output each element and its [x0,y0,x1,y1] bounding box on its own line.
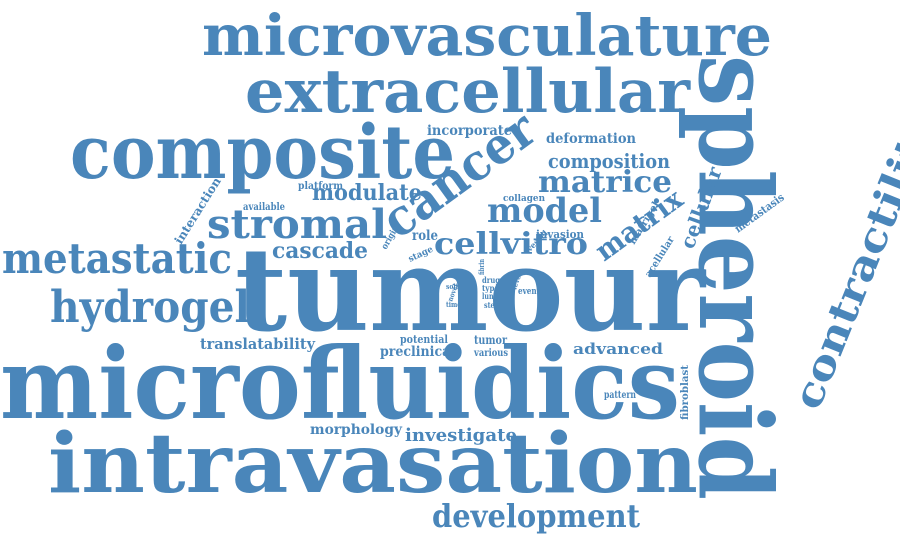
word-development: development [432,497,640,535]
word-translatability: translatability [200,335,316,353]
word-fibroblast: fibroblast [680,365,691,420]
word-step: step [484,300,499,310]
word-metastatic: metastatic [2,234,232,283]
word-lung: lung [482,291,498,301]
word-solid: solid [446,282,462,291]
word-advanced: advanced [573,340,664,358]
word-matrice: matrice [538,165,672,200]
word-drug: drug [482,275,500,285]
word-platform: platform [298,181,343,192]
word-role: role [412,228,438,244]
word-preclinical: preclinical [380,344,455,360]
word-composition: composition [548,149,670,173]
word-time: time [446,300,461,309]
word-collagen: collagen [503,194,545,204]
word-modulate: modulate [312,180,422,206]
word-intravasation: intravasation [48,416,698,512]
word-stromal: stromal [207,201,387,248]
word-investigate: investigate [405,425,517,446]
word-various: various [473,348,508,359]
word-event: event [518,287,541,297]
word-invasion: invasion [536,228,584,241]
word-morphology: morphology [310,422,403,438]
word-microvasculature: microvasculature [202,3,772,69]
word-composite: composite [70,110,455,196]
word-contractility: contractility [784,104,900,416]
word-potential: potential [400,333,448,346]
word-fibrin: fibrin [477,259,486,275]
word-pattern: pattern [604,390,637,401]
word-extracellular: extracellular [245,57,691,127]
word-vivo: vivo [493,292,502,307]
word-available: available [243,202,285,213]
word-cascade: cascade [272,238,368,264]
word-type: type [482,283,499,293]
word-cellvitro: cellvitro [434,227,588,262]
word-tumour: tumour [235,223,706,358]
word-tumor: tumor [474,333,508,347]
word-spheroid: spheroid [676,55,794,500]
word-incorporate: incorporate [427,123,512,139]
word-microfluidics: microfluidics [0,327,680,442]
word-model: model [487,191,602,231]
word-hydrogel: hydrogel [50,282,250,333]
word-deformation: deformation [546,131,636,147]
